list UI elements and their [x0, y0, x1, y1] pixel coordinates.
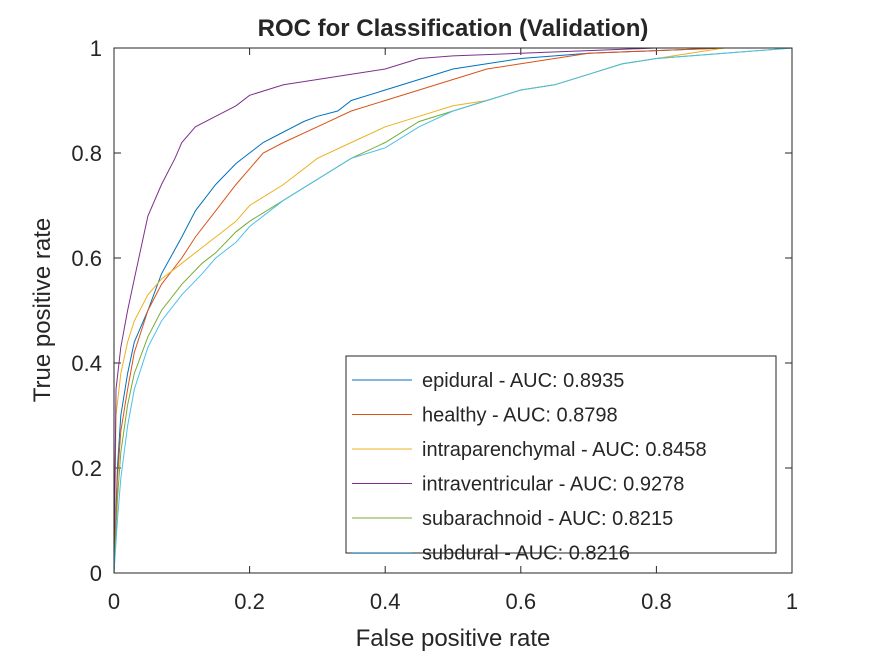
x-tick-label: 0 — [108, 589, 120, 614]
legend-label: subarachnoid - AUC: 0.8215 — [422, 508, 673, 530]
legend-label: epidural - AUC: 0.8935 — [422, 370, 624, 392]
legend-label: healthy - AUC: 0.8798 — [422, 405, 618, 427]
y-tick-label: 0 — [90, 561, 102, 586]
legend-label: intraparenchymal - AUC: 0.8458 — [422, 439, 707, 461]
x-tick-label: 0.6 — [506, 589, 537, 614]
x-tick-label: 0.2 — [234, 589, 265, 614]
x-tick-label: 1 — [786, 589, 798, 614]
y-tick-label: 1 — [90, 36, 102, 61]
x-tick-label: 0.8 — [641, 589, 672, 614]
y-axis-label: True positive rate — [29, 218, 56, 403]
y-tick-label: 0.4 — [71, 351, 102, 376]
axes-box — [113, 47, 793, 574]
series-line-1 — [113, 47, 792, 574]
y-tick-label: 0.6 — [71, 246, 102, 271]
series-line-3 — [113, 47, 792, 574]
y-tick-label: 0.8 — [71, 141, 102, 166]
x-tick-label: 0.4 — [370, 589, 401, 614]
legend-box — [345, 355, 777, 554]
legend: epidural - AUC: 0.8935 healthy - AUC: 0.8… — [345, 355, 777, 565]
series-line-0 — [113, 47, 792, 574]
chart-title: ROC for Classification (Validation) — [258, 15, 649, 42]
axis-ticks: 0 0.2 0.4 0.6 0.8 1 0 0.2 0.4 0.6 0.8 1 — [71, 36, 798, 614]
y-tick-label: 0.2 — [71, 456, 102, 481]
series-line-5 — [113, 47, 793, 574]
series-lines — [113, 47, 793, 574]
legend-label: intraventricular - AUC: 0.9278 — [422, 474, 684, 496]
x-axis-label: False positive rate — [356, 625, 551, 652]
legend-label: subdural - AUC: 0.8216 — [422, 543, 630, 565]
